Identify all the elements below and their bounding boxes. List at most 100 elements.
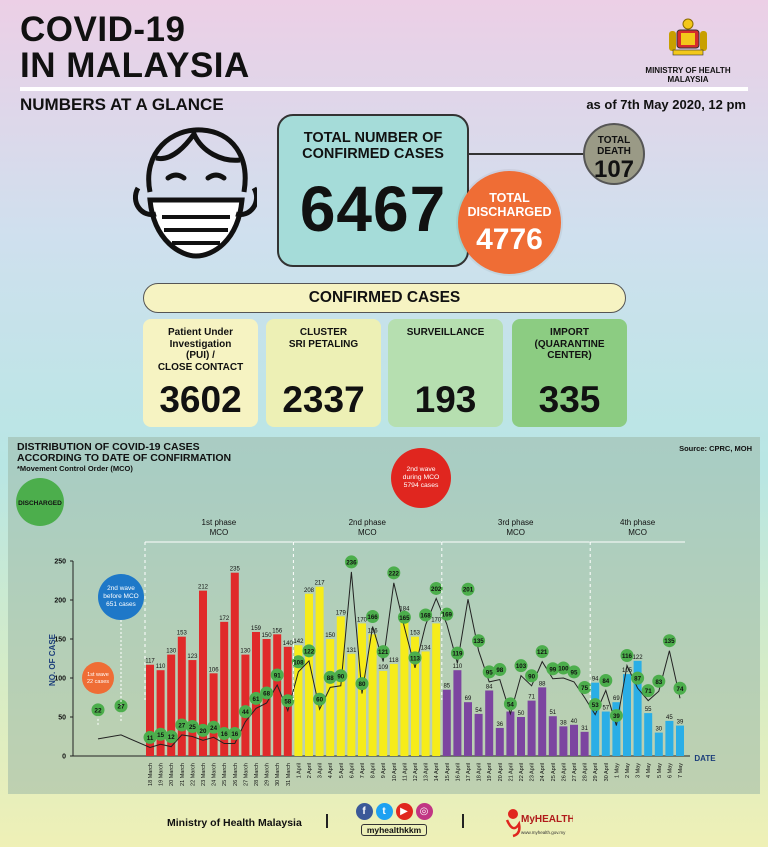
bar-value-label: 150 [325, 633, 336, 639]
bar [326, 639, 335, 756]
discharged-legend-dot [16, 478, 64, 526]
card-pui-close-contact: Patient Under Investigation (PUI) / CLOS… [143, 319, 258, 427]
bar-value-label: 131 [346, 648, 357, 654]
second-wave-mco-text: during MCO [403, 474, 440, 481]
bar [517, 717, 525, 756]
x-tick-label: 21 April [508, 763, 514, 781]
discharged-dot-label: 54 [507, 701, 514, 708]
x-tick-label: 8 April [371, 763, 377, 778]
discharged-dot [260, 686, 274, 700]
discharged-dot-label: 90 [528, 673, 535, 680]
x-tick-label: 30 March [275, 763, 281, 786]
discharged-dot-label: 71 [645, 688, 652, 695]
bar-value-label: 150 [262, 633, 273, 639]
discharged-dot [387, 566, 401, 580]
card-pui-label: Patient Under Investigation (PUI) / CLOS… [143, 327, 258, 373]
bar-value-label: 156 [272, 628, 283, 634]
discharged-dot [662, 634, 676, 648]
bar [538, 687, 547, 756]
discharged-dot [652, 674, 666, 688]
total-confirmed-box: TOTAL NUMBER OF CONFIRMED CASES 6467 [277, 114, 469, 267]
bar-value-label: 156 [368, 628, 379, 634]
card-pui-value: 3602 [159, 379, 242, 420]
title-line-2: IN MALAYSIA [20, 46, 250, 85]
discharged-dot-label: 169 [442, 612, 453, 619]
bar-value-label: 170 [431, 617, 442, 623]
first-wave-text: 1st wave [87, 672, 109, 678]
bar-value-label: 105 [622, 668, 633, 674]
x-tick-label: 22 April [519, 763, 525, 781]
discharged-dot-label: 100 [558, 666, 569, 673]
bar [389, 663, 398, 756]
discharged-dot [313, 692, 327, 706]
discharged-dot-label: 98 [496, 667, 503, 674]
bar [654, 732, 663, 756]
bar-value-label: 118 [389, 658, 399, 664]
card-pui-label-4: CLOSE CONTACT [157, 361, 244, 373]
x-tick-label: 2 April [307, 763, 313, 778]
discharged-dot [408, 651, 422, 665]
y-tick-label: 50 [58, 715, 66, 722]
bar [495, 727, 504, 756]
card-cluster-label-2: SRI PETALING [288, 338, 359, 350]
social-handle[interactable]: myhealthkkm [360, 824, 428, 836]
card-pui-label-2: Investigation [169, 338, 232, 350]
bar-value-label: 30 [655, 727, 662, 733]
discharged-dot [207, 720, 221, 734]
youtube-icon[interactable]: ▶ [395, 803, 413, 820]
mco-note: *Movement Control Order (MCO) [17, 464, 133, 473]
bar [591, 682, 600, 756]
x-tick-label: 2 May [625, 763, 631, 778]
discharged-dot-label: 68 [263, 690, 270, 697]
y-axis-label: NO. OF CASE [48, 633, 57, 686]
bar-value-label: 212 [198, 585, 209, 591]
bar-value-label: 208 [304, 588, 315, 594]
discharged-dot-label: 16 [221, 731, 228, 738]
discharged-dot-label: 44 [242, 709, 249, 716]
y-tick-label: 150 [54, 637, 66, 644]
discharged-dot [535, 645, 549, 659]
bar-value-label: 217 [315, 581, 326, 587]
discharged-dot [175, 718, 189, 732]
bar [644, 713, 653, 756]
card-import: IMPORT (QUARANTINE CENTER) 335 [512, 319, 627, 427]
discharged-dot [514, 659, 528, 673]
bar-value-label: 69 [613, 696, 620, 702]
bar-value-label: 153 [177, 631, 188, 637]
bar [570, 724, 578, 756]
card-pui-label-1: Patient Under [167, 327, 233, 338]
discharged-dot-label: 39 [613, 713, 620, 720]
bar [315, 586, 324, 756]
twitter-icon[interactable]: t [375, 803, 393, 820]
card-cluster-label: CLUSTER SRI PETALING [266, 327, 381, 350]
bar [220, 621, 229, 756]
title-line-1: COVID-19 [20, 10, 186, 49]
discharged-dot-label: 74 [677, 686, 684, 693]
discharged-legend-label: DISCHARGED [18, 500, 62, 507]
footer-separator [326, 814, 328, 828]
bar-value-label: 235 [230, 567, 241, 573]
phase-label: 4th phase [620, 518, 656, 527]
discharged-dot-label: 25 [189, 724, 196, 731]
x-tick-label: 9 April [381, 763, 387, 778]
y-tick-label: 250 [54, 559, 66, 566]
x-tick-label: 24 April [540, 763, 546, 781]
discharged-dot [429, 581, 443, 595]
second-wave-before-badge [98, 574, 144, 620]
discharged-dot-label: 122 [304, 648, 315, 655]
x-tick-label: 20 April [498, 763, 504, 781]
discharged-dot-label: 24 [210, 725, 217, 732]
x-tick-label: 28 March [254, 763, 260, 786]
discharged-dot-label: 201 [463, 587, 474, 594]
card-cluster-sri-petaling: CLUSTER SRI PETALING 2337 [266, 319, 381, 427]
bar-value-label: 159 [251, 626, 262, 632]
facebook-icon[interactable]: f [355, 803, 373, 820]
discharged-dot [238, 705, 252, 719]
bar [368, 634, 377, 756]
discharged-dot [472, 634, 486, 648]
discharged-dot-label: 121 [378, 649, 389, 656]
instagram-icon[interactable]: ◎ [415, 803, 433, 820]
discharged-dot [323, 670, 337, 684]
x-tick-label: 29 April [593, 763, 599, 781]
card-import-value: 335 [538, 379, 601, 420]
